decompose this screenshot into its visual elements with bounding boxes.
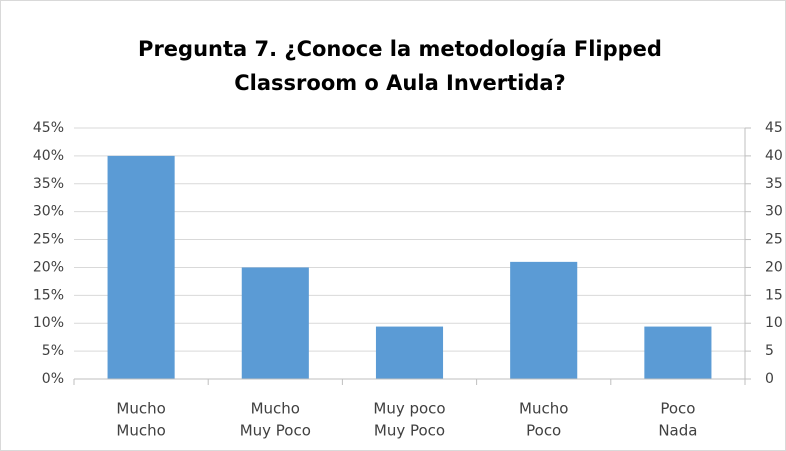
x-tick-label: Mucho [519,400,568,418]
y2-tick-label: 5 [765,343,774,359]
y-tick-label: 0% [42,371,64,387]
bar [241,267,309,379]
y-tick-label: 40% [33,148,64,164]
bar [510,261,578,379]
x-tick-label: Mucho [116,422,165,440]
bar [107,155,175,379]
y-tick-label: 5% [42,343,64,359]
y-tick-label: 35% [33,176,64,192]
x-tick-label: Poco [526,422,561,440]
y2-tick-label: 30 [765,204,783,220]
x-tick-label: Muy Poco [374,422,445,440]
y-tick-label: 10% [33,315,64,331]
x-tick-label: Nada [658,422,697,440]
y-tick-label: 30% [33,204,64,220]
chart-title: Pregunta 7. ¿Conoce la metodología Flipp… [138,37,662,61]
y-tick-label: 45% [33,120,64,136]
chart-title: Classroom o Aula Invertida? [234,71,565,95]
y-tick-label: 15% [33,287,64,303]
y2-tick-label: 10 [765,315,783,331]
y2-tick-label: 15 [765,287,783,303]
y2-tick-label: 0 [765,371,774,387]
y-tick-label: 20% [33,259,64,275]
x-tick-label: Muy poco [373,400,445,418]
x-tick-label: Muy Poco [240,422,311,440]
x-tick-label: Mucho [116,400,165,418]
y2-tick-label: 25 [765,232,783,248]
bar [375,326,444,379]
y2-tick-label: 20 [765,259,783,275]
x-tick-label: Mucho [251,400,300,418]
bar [644,326,712,379]
y-tick-label: 25% [33,232,64,248]
y2-tick-label: 40 [765,148,783,164]
y2-tick-label: 45 [765,120,783,136]
x-tick-label: Poco [660,400,695,418]
y2-tick-label: 35 [765,176,783,192]
